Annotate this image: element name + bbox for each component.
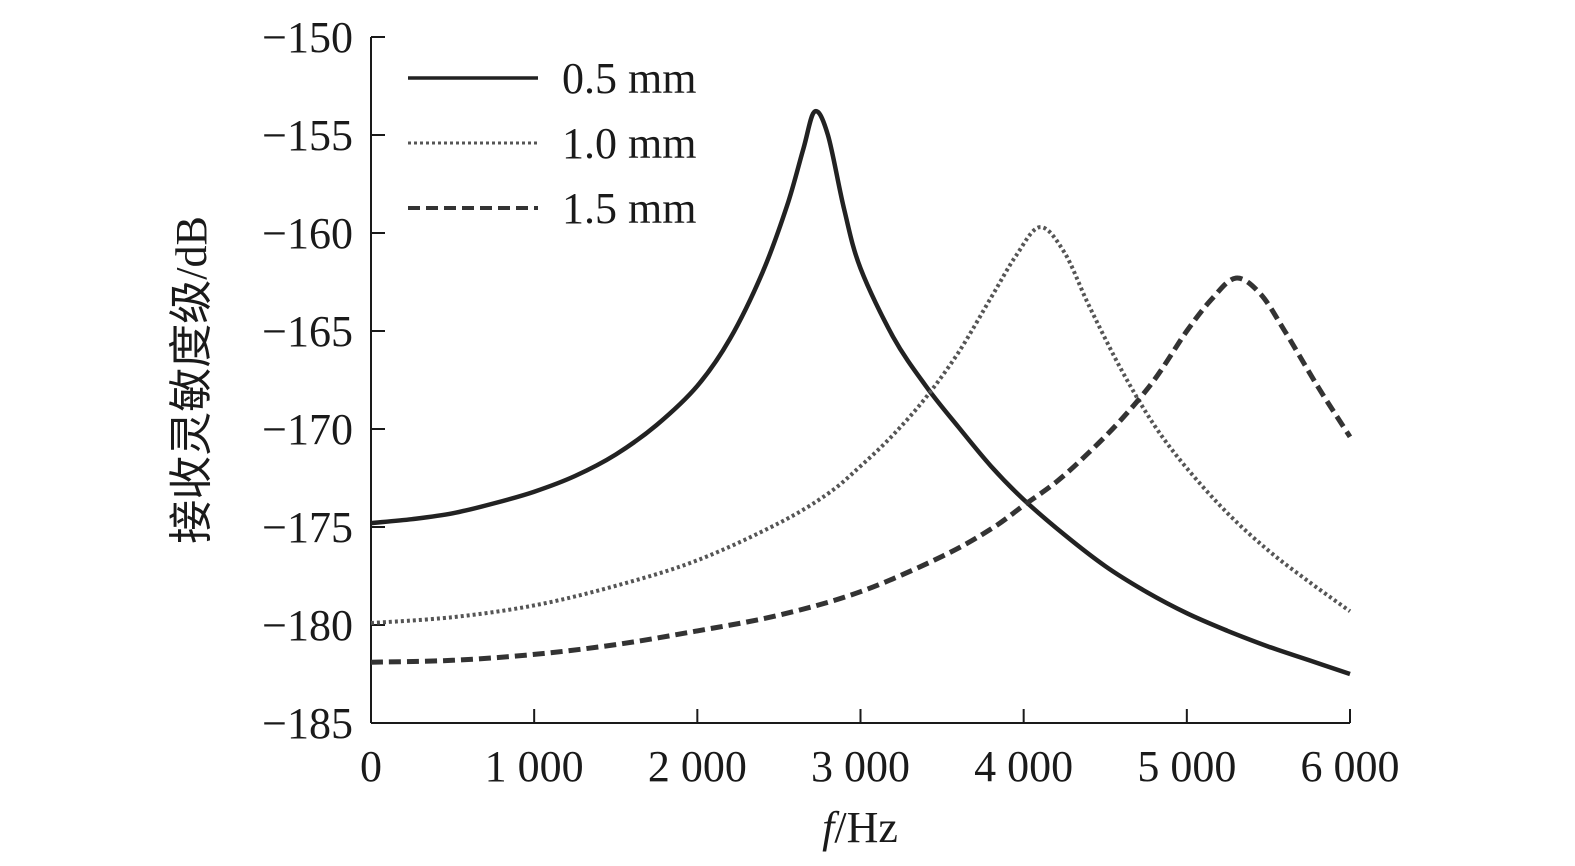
x-tick-label: 4 000 [974,742,1073,791]
y-tick-label: −170 [262,405,353,454]
legend-label: 0.5 mm [562,54,696,103]
y-tick-label: −175 [262,503,353,552]
x-tick-label: 2 000 [648,742,747,791]
y-tick-label: −150 [262,13,353,62]
y-tick-label: −160 [262,209,353,258]
y-tick-label: −185 [262,699,353,748]
x-axis-title: f/Hz [822,803,898,852]
legend: 0.5 mm 1.0 mm 1.5 mm [408,54,696,233]
x-tick-label: 0 [360,742,382,791]
x-tick-label: 1 000 [485,742,584,791]
x-tick-label: 6 000 [1301,742,1400,791]
series-line-0-5-mm [370,108,1351,677]
y-axis-title: 接收灵敏度级/dB [167,216,216,544]
plot-lines [370,108,1353,677]
legend-label: 1.0 mm [562,119,696,168]
legend-label: 1.5 mm [562,184,696,233]
x-tick-label: 3 000 [811,742,910,791]
x-axis-title-unit: /Hz [834,803,898,852]
series-line-1-0-mm [370,225,1352,625]
x-tick-label: 5 000 [1137,742,1236,791]
series-line-1-5-mm [370,275,1353,665]
y-tick-label: −165 [262,307,353,356]
y-tick-label: −180 [262,601,353,650]
y-tick-label: −155 [262,111,353,160]
